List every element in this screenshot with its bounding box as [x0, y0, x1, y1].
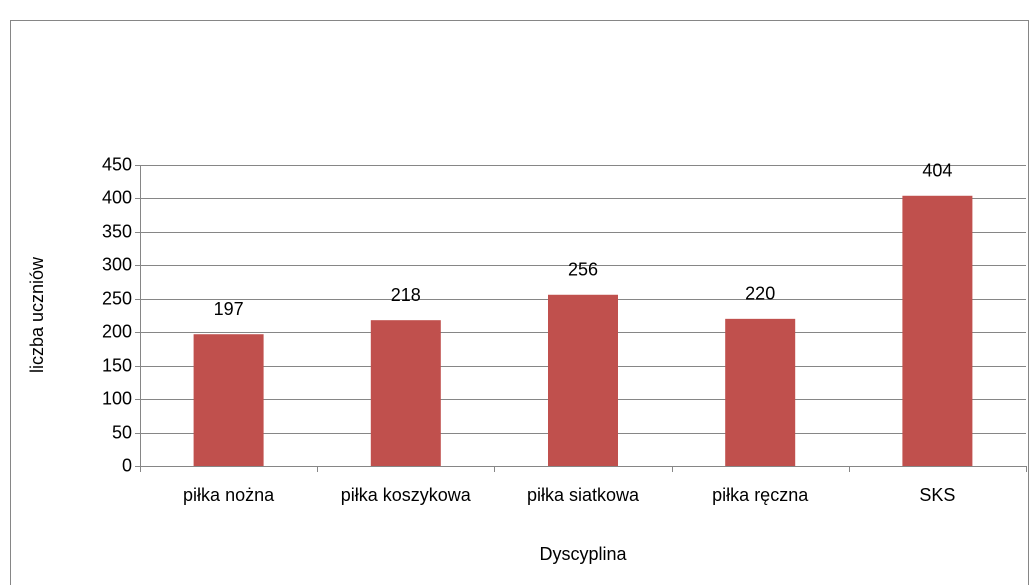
- y-tick-label: 400: [102, 187, 132, 207]
- x-tick-label: piłka siatkowa: [527, 485, 640, 505]
- y-axis-title: liczba uczniów: [27, 256, 47, 373]
- y-tick-label: 450: [102, 154, 132, 174]
- data-label: 197: [214, 299, 244, 319]
- data-label: 218: [391, 285, 421, 305]
- bar: [902, 195, 973, 466]
- x-tick-label: piłka koszykowa: [341, 485, 472, 505]
- x-tick-label: SKS: [919, 485, 955, 505]
- y-tick-label: 200: [102, 321, 132, 341]
- data-label: 256: [568, 260, 598, 280]
- y-tick-label: 50: [112, 422, 132, 442]
- bar: [725, 318, 796, 466]
- data-label: 404: [922, 161, 952, 181]
- bar: [193, 334, 264, 466]
- y-tick-label: 0: [122, 455, 132, 475]
- y-tick-label: 150: [102, 355, 132, 375]
- x-tick-label: piłka ręczna: [712, 485, 809, 505]
- y-tick-label: 250: [102, 288, 132, 308]
- data-label: 220: [745, 284, 775, 304]
- chart-border: [10, 20, 1029, 585]
- bar: [548, 294, 618, 466]
- x-axis-title: Dyscyplina: [539, 544, 627, 564]
- y-tick-label: 100: [102, 388, 132, 408]
- x-tick-label: piłka nożna: [183, 485, 275, 505]
- y-tick-label: 350: [102, 221, 132, 241]
- y-tick-label: 300: [102, 254, 132, 274]
- bar: [370, 320, 441, 466]
